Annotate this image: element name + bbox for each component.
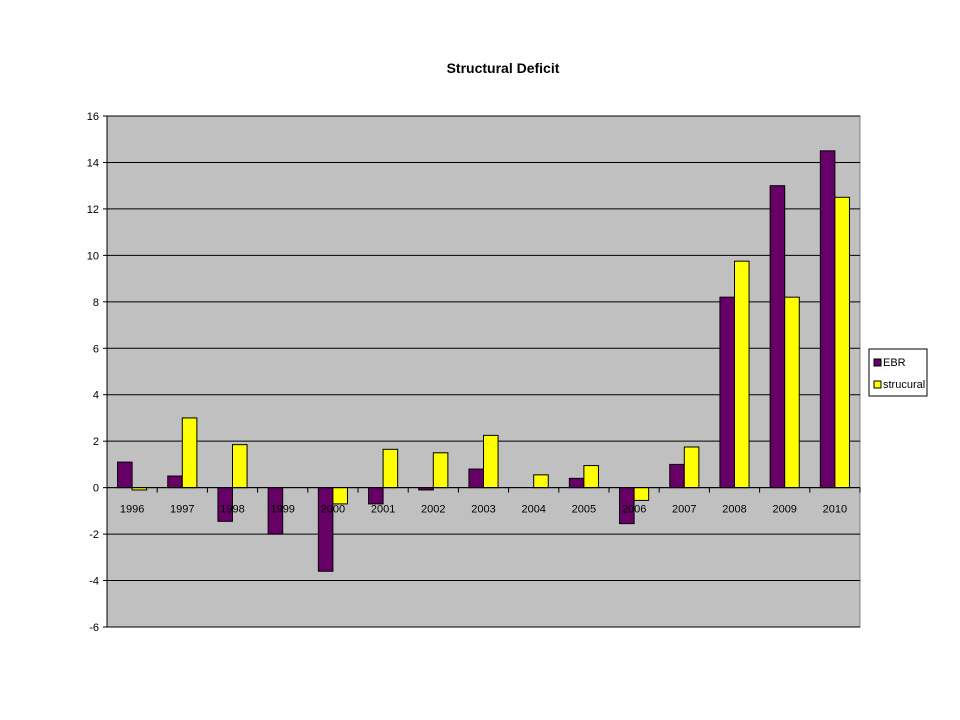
bar-strucural-2004 [533,474,549,489]
y-tick-label: 0 [93,483,99,495]
y-tick-label: 2 [93,436,99,448]
bar-strucural-2006 [633,487,650,501]
bar-ebr-2003 [468,468,484,489]
y-tick-label: 4 [93,390,99,402]
bar-strucural-2009 [784,296,800,489]
bar-strucural-2007 [683,446,700,489]
bar-ebr-2008 [719,296,736,489]
bar-strucural-1997 [181,417,198,489]
bar-strucural-2010 [834,196,850,489]
x-tick-label: 2003 [471,504,495,516]
y-tick-label: 6 [93,343,99,355]
bar-strucural-2005 [583,465,599,489]
x-tick-label: 2006 [622,504,646,516]
x-tick-label: 2001 [371,504,395,516]
bar-ebr-2009 [769,185,786,489]
bar-ebr-2005 [568,477,585,489]
x-tick-label: 2005 [572,504,596,516]
bar-ebr-2010 [819,150,836,489]
x-tick-label: 2010 [823,504,847,516]
x-tick-label: 1998 [220,504,244,516]
x-tick-label: 2002 [421,504,445,516]
bar-ebr-1997 [167,475,183,489]
bar-ebr-2000 [317,487,334,572]
bar-strucural-2002 [432,452,449,489]
bar-strucural-2008 [734,260,750,489]
y-tick-label: -4 [89,576,99,588]
chart-title: Structural Deficit [447,60,560,76]
bar-ebr-1996 [117,461,133,489]
bar-ebr-2001 [368,487,384,505]
y-tick-label: 14 [87,157,99,169]
bar-strucural-2001 [382,448,399,489]
x-tick-label: 2007 [672,504,696,516]
legend-label-strucural: strucural [883,379,925,391]
x-tick-label: 1999 [270,504,294,516]
x-tick-label: 2004 [521,504,545,516]
bar-strucural-2003 [483,434,499,489]
x-tick-label: 1997 [170,504,194,516]
bar-strucural-1998 [232,444,248,489]
plot-area: -6 -4 -2 0 2 4 6 8 10 12 14 16 1996 1997 1998 1999 2000 2… [87,111,861,634]
x-tick-label: 2009 [772,504,796,516]
legend-swatch-strucural [873,380,882,389]
y-tick-label: 10 [87,250,99,262]
legend-swatch-ebr [873,358,882,367]
y-tick-label: 8 [93,297,99,309]
bar-ebr-2007 [669,463,685,489]
bar-strucural-2000 [332,487,348,505]
y-tick-label: -2 [89,529,99,541]
x-tick-label: 1996 [120,504,144,516]
y-tick-label: 12 [87,204,99,216]
y-tick-label: -6 [89,622,99,634]
x-tick-label: 2008 [722,504,746,516]
x-tick-label: 2000 [321,504,345,516]
legend-label-ebr: EBR [883,357,906,369]
y-tick-label: 16 [87,111,99,123]
legend: EBR strucural [868,348,928,397]
